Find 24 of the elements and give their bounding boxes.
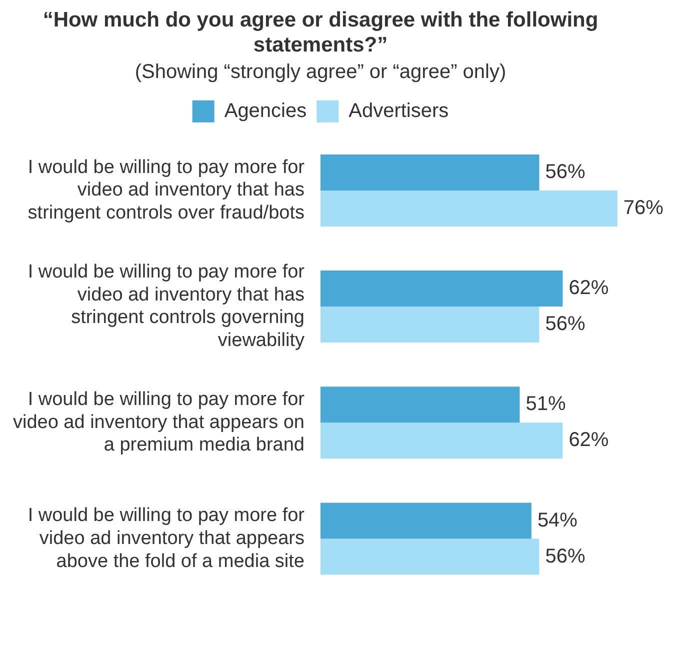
data-label: 56% <box>545 160 586 183</box>
bar <box>320 154 540 190</box>
data-label: 56% <box>545 545 586 568</box>
data-label: 62% <box>568 429 609 452</box>
y-tick-label: I would be willing to pay more for video ad inventory that has stringent controls governing viewability <box>28 262 306 351</box>
y-tick-label: I would be willing to pay more for video ad inventory that has stringent controls over fraud/bots <box>28 156 306 224</box>
chart-title: “How much do you agree or disagree with the following statements?” <box>42 8 598 57</box>
bar <box>320 386 520 423</box>
y-tick-label: I would be willing to pay more for video ad inventory that appears above the fold of a media site <box>28 505 306 572</box>
data-label: 62% <box>568 277 609 300</box>
bar <box>320 270 563 307</box>
bar <box>320 502 532 539</box>
legend-label: Agencies <box>224 100 307 122</box>
legend-label: Advertisers <box>348 100 449 122</box>
data-label: 76% <box>623 196 664 219</box>
chart-subtitle: (Showing “strongly agree” or “agree” only) <box>134 60 506 83</box>
data-label: 51% <box>526 393 566 416</box>
bar <box>320 538 540 575</box>
data-label: 56% <box>545 313 586 336</box>
bar <box>320 422 563 459</box>
data-label: 54% <box>537 509 578 532</box>
bar <box>320 190 618 226</box>
bar <box>320 306 540 343</box>
y-tick-label: I would be willing to pay more for video ad inventory that appears on a premium media brand <box>12 389 306 456</box>
